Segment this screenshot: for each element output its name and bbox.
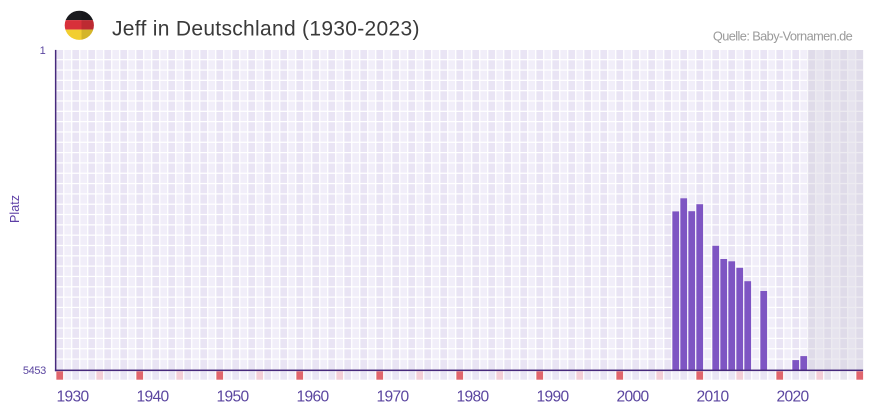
svg-text:5453: 5453 bbox=[23, 365, 46, 377]
svg-text:1990: 1990 bbox=[537, 388, 570, 405]
svg-text:2010: 2010 bbox=[697, 388, 730, 405]
svg-text:2000: 2000 bbox=[617, 388, 650, 405]
svg-text:Quelle: Baby-Vornamen.de: Quelle: Baby-Vornamen.de bbox=[713, 29, 853, 44]
svg-text:1930: 1930 bbox=[57, 388, 90, 405]
svg-text:1950: 1950 bbox=[217, 388, 250, 405]
svg-text:1970: 1970 bbox=[377, 388, 410, 405]
svg-text:1: 1 bbox=[40, 45, 46, 57]
svg-text:1960: 1960 bbox=[297, 388, 330, 405]
svg-text:1940: 1940 bbox=[137, 388, 170, 405]
svg-text:Platz: Platz bbox=[8, 195, 22, 223]
svg-text:Jeff in Deutschland (1930-2023: Jeff in Deutschland (1930-2023) bbox=[112, 17, 420, 40]
svg-text:2020: 2020 bbox=[777, 388, 810, 405]
svg-text:1980: 1980 bbox=[457, 388, 490, 405]
